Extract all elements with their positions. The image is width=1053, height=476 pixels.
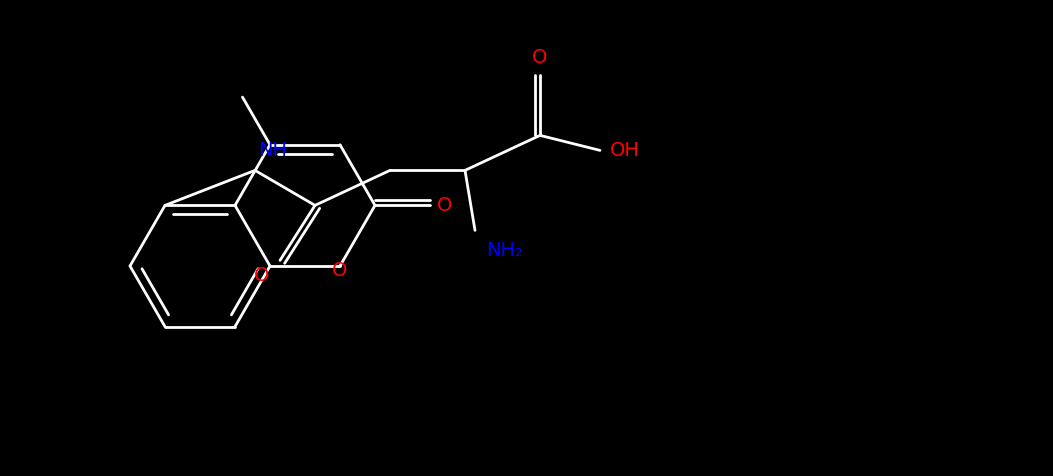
Text: O: O <box>255 266 270 285</box>
Text: O: O <box>533 48 548 67</box>
Text: O: O <box>437 196 453 215</box>
Text: NH₂: NH₂ <box>486 241 523 260</box>
Text: NH: NH <box>258 141 287 160</box>
Text: O: O <box>333 261 347 280</box>
Text: OH: OH <box>610 141 640 160</box>
